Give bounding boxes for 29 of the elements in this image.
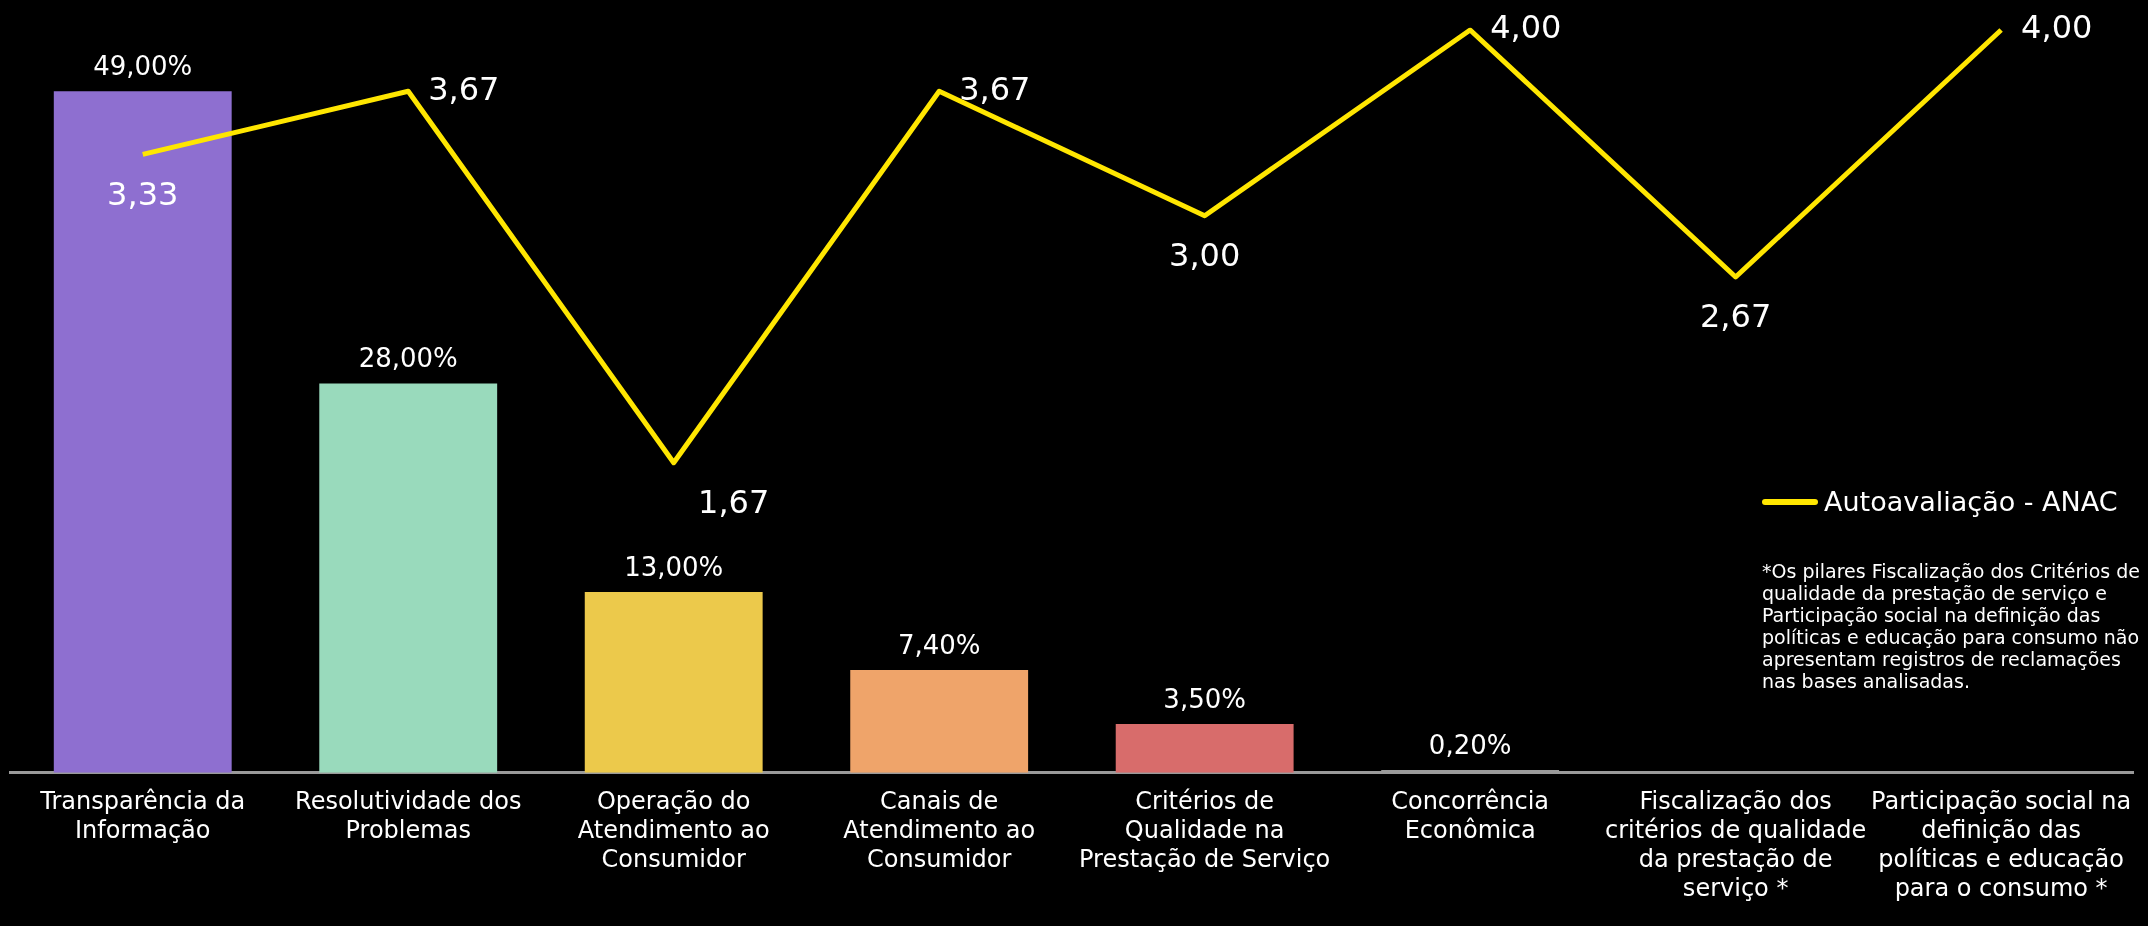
data-label: 49,00%: [93, 51, 193, 82]
x-tick-label: Canais de Atendimento ao Consumidor: [843, 787, 1036, 874]
x-tick-label: Fiscalização dos critérios de qualidade da prestação de serviço *: [1604, 787, 1867, 902]
data-label: 3,67: [428, 69, 500, 108]
annotation: *Os pilares Fiscalização dos Critérios de qualidade da prestação de serviço e Participação social na definição das políticas e educação para consumo não apresentam registros de reclamações nas bases analisadas.: [1762, 560, 2141, 692]
data-label: 3,67: [959, 69, 1031, 108]
bar: [584, 592, 763, 773]
x-tick-label: Resolutividade dos Problemas: [295, 787, 522, 845]
data-label: 28,00%: [358, 343, 458, 374]
bar: [1115, 724, 1294, 773]
bar: [319, 383, 498, 773]
data-label: 7,40%: [897, 629, 981, 660]
data-label: 3,33: [107, 174, 179, 213]
data-label: 3,50%: [1163, 683, 1246, 714]
legend-label: Autoavaliação - ANAC: [1824, 486, 2118, 517]
x-tick-label: Participação social na definição das políticas e educação para o consumo *: [1871, 787, 2132, 902]
data-label: 4,00: [1490, 8, 1562, 47]
data-label: 3,00: [1169, 236, 1241, 275]
data-label: 4,00: [2021, 8, 2093, 47]
data-label: 13,00%: [624, 551, 724, 582]
bar: [850, 669, 1029, 773]
data-label: 0,20%: [1428, 729, 1512, 760]
bar: [53, 91, 232, 773]
data-label: 1,67: [698, 482, 770, 521]
x-tick-label: Operação do Atendimento ao Consumidor: [577, 787, 770, 874]
data-label: 2,67: [1700, 297, 1772, 336]
x-tick-label: Critérios de Qualidade na Prestação de Serviço: [1079, 787, 1331, 874]
x-tick-label: Transparência da Informação: [39, 787, 246, 845]
x-tick-label: Concorrência Econômica: [1391, 787, 1550, 845]
